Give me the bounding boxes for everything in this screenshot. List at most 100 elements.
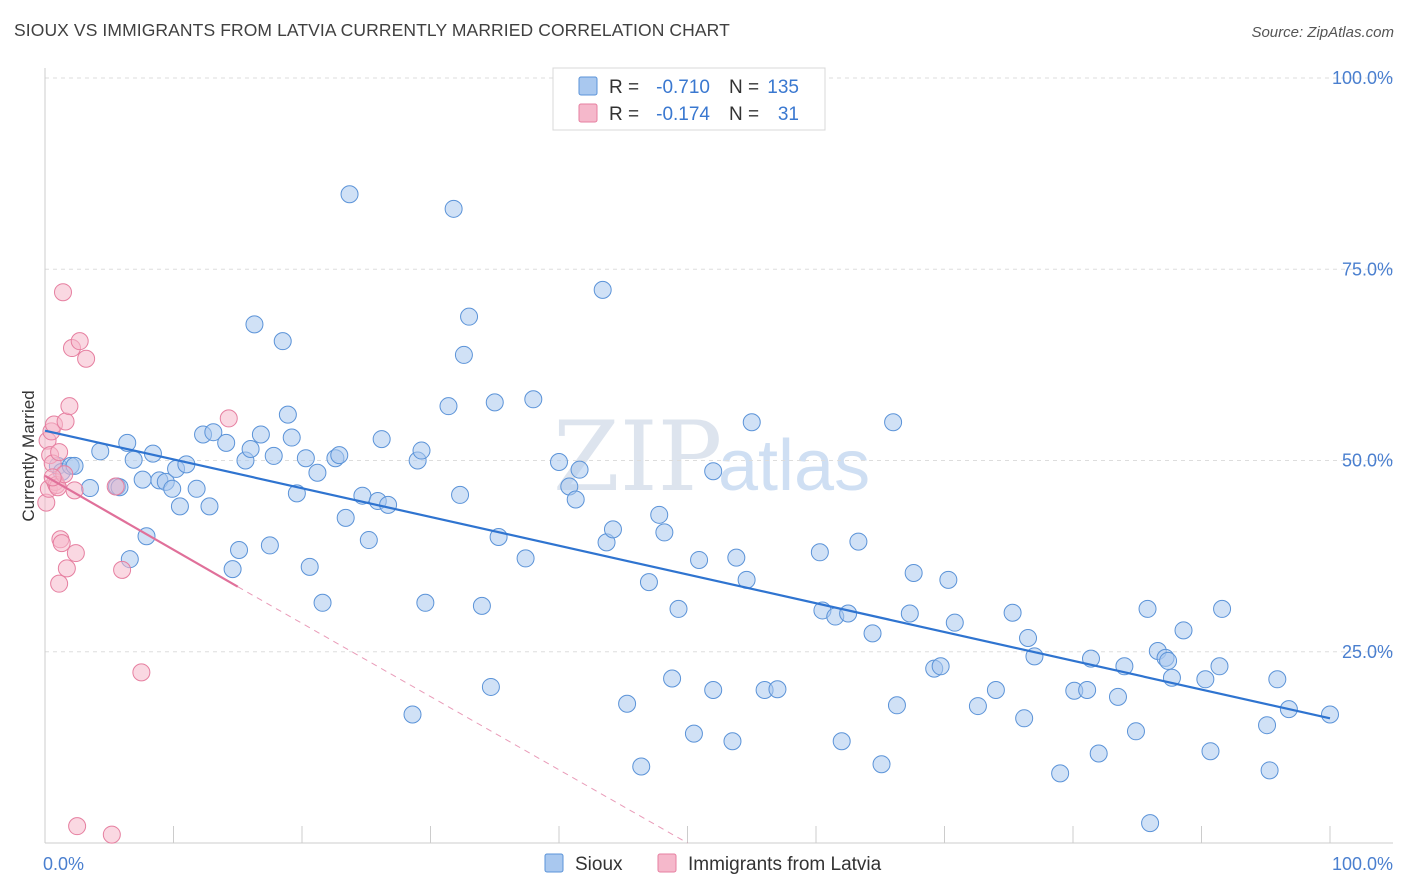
sioux-point [416,593,435,612]
sioux-point [187,479,206,498]
sioux-point [704,681,723,699]
sioux-point [1321,705,1339,724]
sioux-point [251,425,270,444]
latvia-point [52,534,71,553]
sioux-point [260,536,279,555]
chart-source: Source: ZipAtlas.com [1251,24,1394,41]
sioux-point [1078,681,1097,699]
sioux-point [566,490,585,509]
sioux-point [124,450,143,469]
sioux-point [742,413,761,432]
sioux-point [863,624,882,643]
sioux-point [163,479,182,498]
sioux-point [1196,670,1215,689]
sioux-point [1213,599,1232,618]
latvia-point [50,574,69,593]
latvia-point [56,412,75,431]
sioux-point [1126,722,1145,741]
sioux-point [300,557,319,576]
sioux-point [550,453,568,472]
sioux-point [570,460,589,479]
sioux-point [204,423,223,442]
x-tick-labels: 0.0% 100.0% [43,854,1393,874]
latvia-point [68,817,87,836]
sioux-point [1089,744,1108,763]
watermark-atlas: atlas [718,426,870,506]
legend-series: Sioux Immigrants from Latvia [544,853,882,875]
latvia-point [66,544,85,563]
y-tick-label: 100.0% [1332,68,1393,88]
sioux-point [296,449,315,468]
sioux-point [1003,603,1022,622]
sioux-point [887,696,906,715]
sioux-point [904,563,923,582]
sioux-point [287,484,306,503]
sioux-point [593,280,612,299]
sioux-point [655,523,674,542]
x-tick-label-min: 0.0% [43,854,84,874]
legend-correlation: R = -0.710 N = 135 R = -0.174 N = 31 [552,67,826,131]
legend-bottom-label-latvia: Immigrants from Latvia [688,854,882,875]
latvia-point [113,560,132,579]
sioux-point [986,681,1005,699]
x-tick-label-max: 100.0% [1332,854,1393,874]
sioux-point [1108,687,1127,706]
trend-lines [44,429,1331,844]
sioux-point [230,541,249,560]
sioux-point [273,332,292,351]
latvia-point [53,283,72,302]
sioux-point [768,680,787,699]
sioux-point [372,430,391,449]
sioux-point [481,677,500,696]
latvia-point [219,409,238,428]
sioux-point [264,446,283,465]
y-tick-label: 75.0% [1342,259,1393,279]
sioux-point [200,497,219,516]
sioux-point [472,596,491,615]
sioux-point [832,732,851,751]
sioux-point [133,470,152,489]
sioux-point [618,694,637,713]
sioux-point [454,345,473,364]
latvia-point [77,349,96,368]
sioux-point [939,570,958,589]
latvia-point [106,477,125,496]
latvia-point [70,332,89,351]
grid-lines [45,77,1393,653]
sioux-point [1141,814,1160,833]
legend-swatch-latvia [578,103,598,123]
legend-swatch-sioux [578,76,598,96]
sioux-point [690,550,709,569]
sioux-point [282,428,301,447]
sioux-point [684,724,703,743]
sioux-point [516,549,535,568]
sioux-point [669,599,688,618]
sioux-point [308,463,327,482]
sioux-point [650,505,669,524]
latvia-point [50,443,69,462]
y-tick-label: 50.0% [1342,451,1393,471]
series-sioux-points [48,185,1339,833]
sioux-point [839,604,858,623]
sioux-point [968,697,987,716]
sioux-point [931,657,950,676]
legend-bottom-label-sioux: Sioux [575,854,623,875]
latvia-point [102,825,121,844]
latvia-point [132,663,151,682]
sioux-point [603,520,622,539]
sioux-point [723,732,742,751]
sioux-point [330,446,349,465]
sioux-point [340,185,359,204]
sioux-point [359,531,378,550]
sioux-point [278,405,297,424]
sioux-point [810,543,829,562]
legend-n-value-latvia: 31 [778,104,799,125]
sioux-point [439,397,458,416]
sioux-point [485,393,504,412]
sioux-point [1159,651,1178,670]
latvia-point [57,559,76,578]
latvia-point [60,397,79,416]
sioux-point [639,573,658,592]
sioux-point [1051,764,1070,783]
